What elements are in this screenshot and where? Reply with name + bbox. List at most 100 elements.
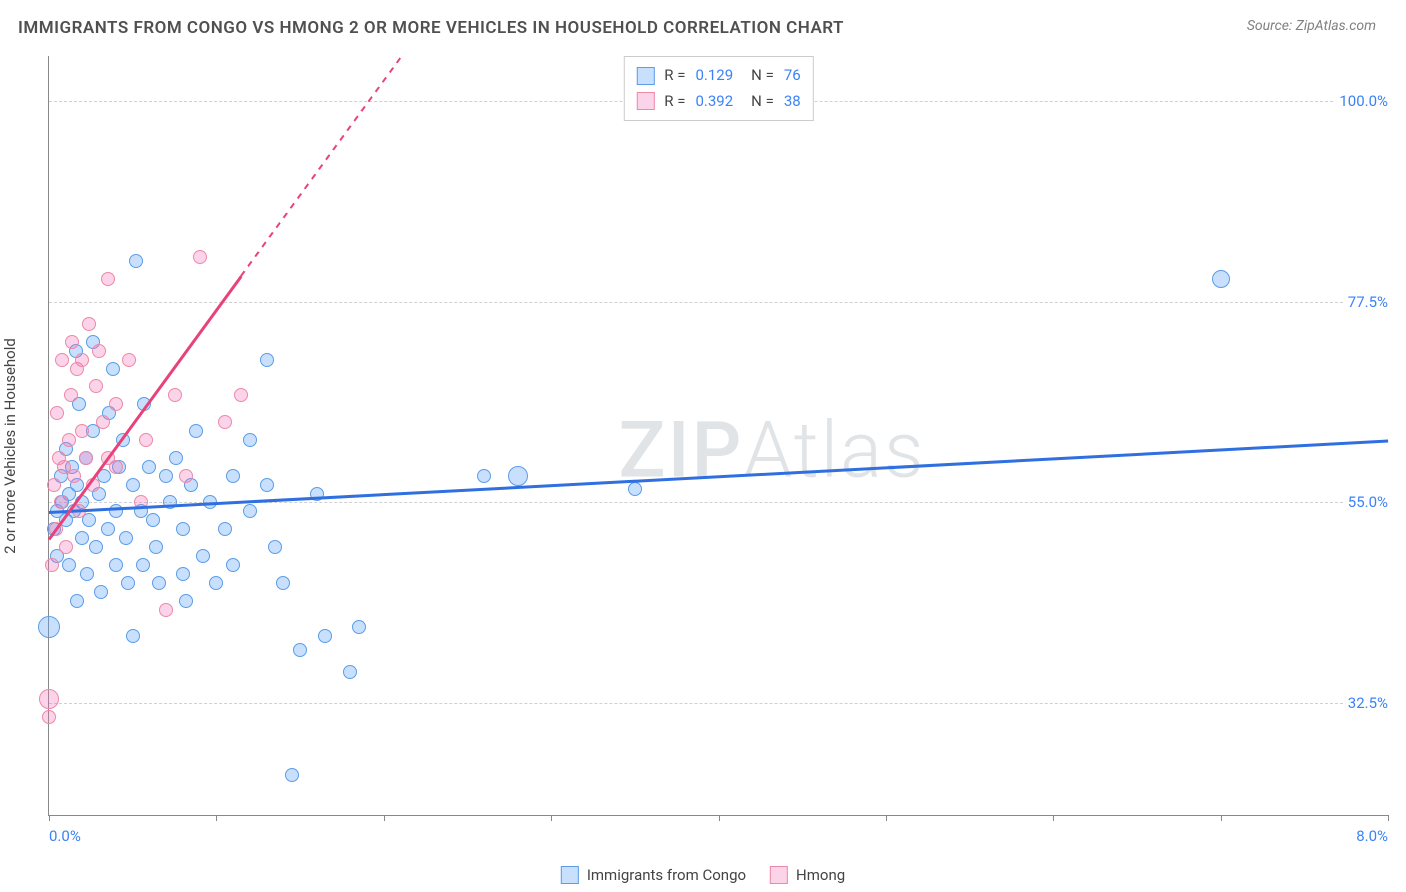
data-point: [352, 620, 366, 634]
x-tick-label: 8.0%: [1356, 827, 1388, 845]
data-point: [119, 531, 133, 545]
data-point: [226, 558, 240, 572]
data-point: [106, 362, 120, 376]
data-point: [65, 335, 79, 349]
legend-item-1: Hmong: [770, 866, 845, 884]
data-point: [101, 272, 115, 286]
x-tick: [49, 815, 50, 821]
data-point: [218, 415, 232, 429]
y-tick-label: 100.0%: [1335, 92, 1392, 110]
data-point: [64, 388, 78, 402]
n-value-0: 76: [784, 63, 801, 89]
data-point: [121, 576, 135, 590]
data-point: [79, 451, 93, 465]
data-point: [129, 254, 143, 268]
x-tick: [886, 815, 887, 821]
data-point: [54, 495, 68, 509]
data-point: [189, 424, 203, 438]
data-point: [75, 424, 89, 438]
data-point: [146, 513, 160, 527]
data-point: [260, 353, 274, 367]
data-point: [139, 433, 153, 447]
x-tick: [1221, 815, 1222, 821]
y-axis-label: 2 or more Vehicles in Household: [1, 338, 19, 554]
data-point: [196, 549, 210, 563]
data-point: [179, 469, 193, 483]
data-point: [38, 616, 60, 638]
data-point: [159, 603, 173, 617]
x-tick: [384, 815, 385, 821]
data-point: [109, 460, 123, 474]
data-point: [109, 397, 123, 411]
data-point: [122, 353, 136, 367]
x-tick: [551, 815, 552, 821]
x-tick: [216, 815, 217, 821]
x-tick-label: 0.0%: [49, 827, 81, 845]
gridline: [49, 302, 1378, 303]
data-point: [293, 643, 307, 657]
data-point: [50, 406, 64, 420]
source-attribution: Source: ZipAtlas.com: [1247, 18, 1376, 34]
data-point: [179, 594, 193, 608]
data-point: [318, 629, 332, 643]
n-value-1: 38: [784, 89, 801, 115]
y-tick-label: 55.0%: [1344, 493, 1392, 511]
y-tick-label: 32.5%: [1344, 694, 1392, 712]
plot-area: ZIPAtlas R = 0.129 N = 76 R = 0.392 N = …: [48, 56, 1388, 816]
swatch-series-0: [636, 67, 654, 85]
data-point: [243, 433, 257, 447]
data-point: [70, 594, 84, 608]
data-point: [59, 540, 73, 554]
data-point: [343, 665, 357, 679]
data-point: [126, 629, 140, 643]
data-point: [75, 531, 89, 545]
chart-title: IMMIGRANTS FROM CONGO VS HMONG 2 OR MORE…: [18, 18, 844, 38]
data-point: [47, 478, 61, 492]
data-point: [243, 504, 257, 518]
x-tick: [1053, 815, 1054, 821]
data-point: [268, 540, 282, 554]
data-point: [169, 451, 183, 465]
data-point: [260, 478, 274, 492]
data-point: [628, 482, 642, 496]
data-point: [89, 540, 103, 554]
data-point: [176, 567, 190, 581]
data-point: [94, 585, 108, 599]
data-point: [136, 558, 150, 572]
swatch-icon: [770, 866, 788, 884]
data-point: [209, 576, 223, 590]
data-point: [42, 710, 56, 724]
data-point: [276, 576, 290, 590]
r-value-0: 0.129: [695, 63, 733, 89]
data-point: [234, 388, 248, 402]
data-point: [89, 379, 103, 393]
data-point: [285, 768, 299, 782]
y-tick-label: 77.5%: [1344, 293, 1392, 311]
correlation-legend: R = 0.129 N = 76 R = 0.392 N = 38: [623, 56, 813, 121]
trend-line: [241, 56, 402, 276]
data-point: [159, 469, 173, 483]
data-point: [82, 317, 96, 331]
series-legend: Immigrants from Congo Hmong: [561, 866, 845, 884]
data-point: [45, 558, 59, 572]
data-point: [67, 469, 81, 483]
swatch-series-1: [636, 92, 654, 110]
r-value-1: 0.392: [695, 89, 733, 115]
data-point: [142, 460, 156, 474]
data-point: [96, 415, 110, 429]
x-tick: [1388, 815, 1389, 821]
data-point: [62, 433, 76, 447]
data-point: [62, 558, 76, 572]
data-point: [126, 478, 140, 492]
data-point: [75, 353, 89, 367]
data-point: [109, 558, 123, 572]
data-point: [152, 576, 166, 590]
data-point: [80, 567, 94, 581]
data-point: [193, 250, 207, 264]
legend-item-0: Immigrants from Congo: [561, 866, 746, 884]
swatch-icon: [561, 866, 579, 884]
data-point: [508, 466, 528, 486]
data-point: [92, 344, 106, 358]
data-point: [101, 522, 115, 536]
data-point: [176, 522, 190, 536]
